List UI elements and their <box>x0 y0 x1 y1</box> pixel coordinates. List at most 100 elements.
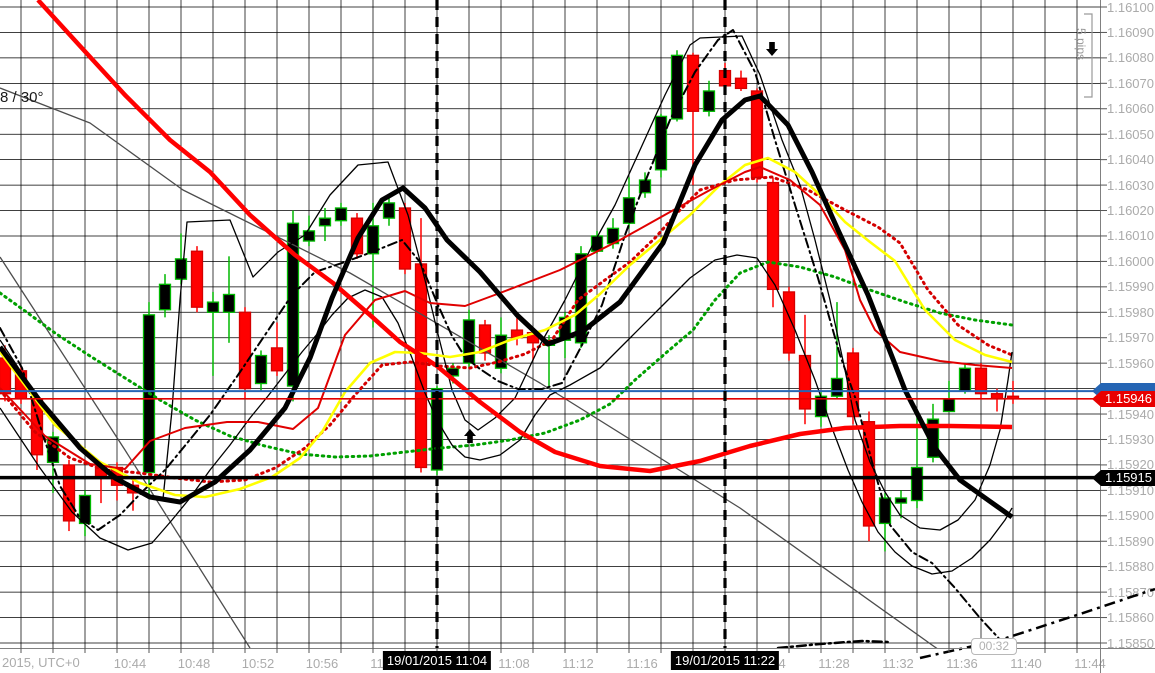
candle[interactable] <box>958 363 972 394</box>
candle[interactable] <box>270 322 284 376</box>
candle[interactable] <box>398 202 412 275</box>
price-axis-label: 1.15940 <box>1107 406 1154 422</box>
price-axis-label: 1.15960 <box>1107 355 1154 371</box>
indicator-channel-lower-black <box>0 254 1013 575</box>
time-axis-label: 10:44 <box>113 656 147 671</box>
candle[interactable] <box>334 202 348 226</box>
price-axis-label: 1.16010 <box>1107 228 1154 244</box>
price-axis-label: 1.15910 <box>1107 482 1154 498</box>
time-axis-label: 11:12 <box>562 656 594 671</box>
pips-ruler-label: 5 pips <box>1074 28 1088 61</box>
candle[interactable] <box>478 319 492 361</box>
price-axis-label: 1.15920 <box>1107 457 1154 473</box>
time-axis-label: 10:48 <box>177 656 211 671</box>
time-axis-label: 11:44 <box>1074 656 1106 671</box>
time-axis-label: 11:08 <box>498 656 530 671</box>
price-axis-label: 1.15930 <box>1107 431 1154 447</box>
price-axis-label: 1.15850 <box>1107 635 1154 651</box>
trendline-angle-label: 8 / 30° <box>0 89 44 106</box>
current-price-badge: 1.15946 <box>1092 391 1155 407</box>
time-axis-label: 11:40 <box>1010 656 1042 671</box>
candle[interactable] <box>78 490 92 537</box>
indicator-ma-red-thick <box>36 0 1013 474</box>
buy-signal-arrow-up-icon <box>464 429 476 443</box>
price-axis-label: 1.15980 <box>1107 304 1154 320</box>
plot-area[interactable] <box>0 0 1100 673</box>
price-axis-label: 1.16020 <box>1107 203 1154 219</box>
candle[interactable] <box>942 380 956 413</box>
indicator-channel-upper-black <box>0 35 1013 531</box>
price-axis-label: 1.15880 <box>1107 559 1154 575</box>
indicator-band-upper-red-dotted <box>0 175 1014 484</box>
candle[interactable] <box>670 50 684 122</box>
pips-ruler-bracket <box>1084 13 1093 98</box>
indicator-zigzag-dashdot-black <box>0 29 1013 648</box>
price-axis-label: 1.15890 <box>1107 533 1154 549</box>
candle[interactable] <box>894 490 908 519</box>
indicator-ma-black-thick <box>0 93 1014 520</box>
price-axis-label: 1.15970 <box>1107 330 1154 346</box>
price-axis-label: 1.16100 <box>1107 0 1154 15</box>
session-marker-label: 19/01/2015 11:22 <box>670 651 780 670</box>
axis-ticks <box>20 6 1107 653</box>
candle[interactable] <box>222 256 236 343</box>
time-axis-label: 11:36 <box>946 656 978 671</box>
candle[interactable] <box>254 350 268 392</box>
price-axis-label: 1.15900 <box>1107 508 1154 524</box>
price-axis-label: 1.15860 <box>1107 610 1154 626</box>
indicator-dashdot-corner <box>919 587 1155 660</box>
time-axis-label: 11:16 <box>626 656 658 671</box>
candle[interactable] <box>798 314 812 425</box>
candle[interactable] <box>702 80 716 117</box>
price-axis-label: 1.15870 <box>1107 584 1154 600</box>
price-axis-label: 1.16030 <box>1107 177 1154 193</box>
indicator-dashdot-flat-bottom <box>776 639 890 648</box>
candle[interactable] <box>782 286 796 361</box>
indicator-trendline-gray-main <box>0 87 938 648</box>
sell-signal-arrow-down-icon <box>766 42 778 56</box>
level-price-badge: 1.15915 <box>1092 470 1155 486</box>
candle[interactable] <box>286 210 300 402</box>
price-axis-panel[interactable]: 1.16100 1.16090 1.16080 1.16070 1.16060 1.160… <box>1101 0 1155 673</box>
price-axis-label: 1.16090 <box>1107 24 1154 40</box>
candle[interactable] <box>766 177 780 308</box>
candle[interactable] <box>974 363 988 399</box>
candle[interactable] <box>366 202 380 328</box>
price-axis-label: 1.16000 <box>1107 253 1154 269</box>
price-axis-label: 1.16050 <box>1107 126 1154 142</box>
time-axis-label: 11:32 <box>882 656 914 671</box>
time-axis-label: 10:52 <box>241 656 275 671</box>
candle[interactable] <box>734 70 748 91</box>
indicator-ma-yellow <box>0 156 1013 499</box>
time-axis-label: 11:28 <box>818 656 850 671</box>
price-axis-label: 1.16070 <box>1107 75 1154 91</box>
price-axis-label: 1.16080 <box>1107 50 1154 66</box>
candle[interactable] <box>494 317 508 374</box>
time-axis-panel[interactable]: 10:4410:4810:5210:5611:0011:0411:0811:12… <box>0 649 1155 673</box>
candle[interactable] <box>382 195 396 226</box>
candle[interactable] <box>302 215 316 247</box>
timezone-label: 2015, UTC+0 <box>2 655 80 670</box>
candle[interactable] <box>654 113 668 178</box>
candle[interactable] <box>238 307 252 399</box>
price-axis-label: 1.16060 <box>1107 101 1154 117</box>
session-marker-label: 19/01/2015 11:04 <box>382 651 492 670</box>
indicator-trendline-gray-steep <box>0 256 251 648</box>
gridlines <box>0 0 1100 648</box>
candle-countdown-timer: 00:32 <box>971 638 1017 655</box>
price-axis-label: 1.15990 <box>1107 279 1154 295</box>
candle[interactable] <box>158 274 172 318</box>
price-axis-label: 1.16040 <box>1107 152 1154 168</box>
candle[interactable] <box>1006 380 1020 404</box>
candle[interactable] <box>174 233 188 285</box>
candle[interactable] <box>830 302 844 399</box>
candle[interactable] <box>414 218 428 473</box>
candle[interactable] <box>206 291 220 376</box>
candle[interactable] <box>190 246 204 313</box>
candle[interactable] <box>318 207 332 242</box>
candle[interactable] <box>750 88 764 183</box>
candle[interactable] <box>878 492 892 552</box>
